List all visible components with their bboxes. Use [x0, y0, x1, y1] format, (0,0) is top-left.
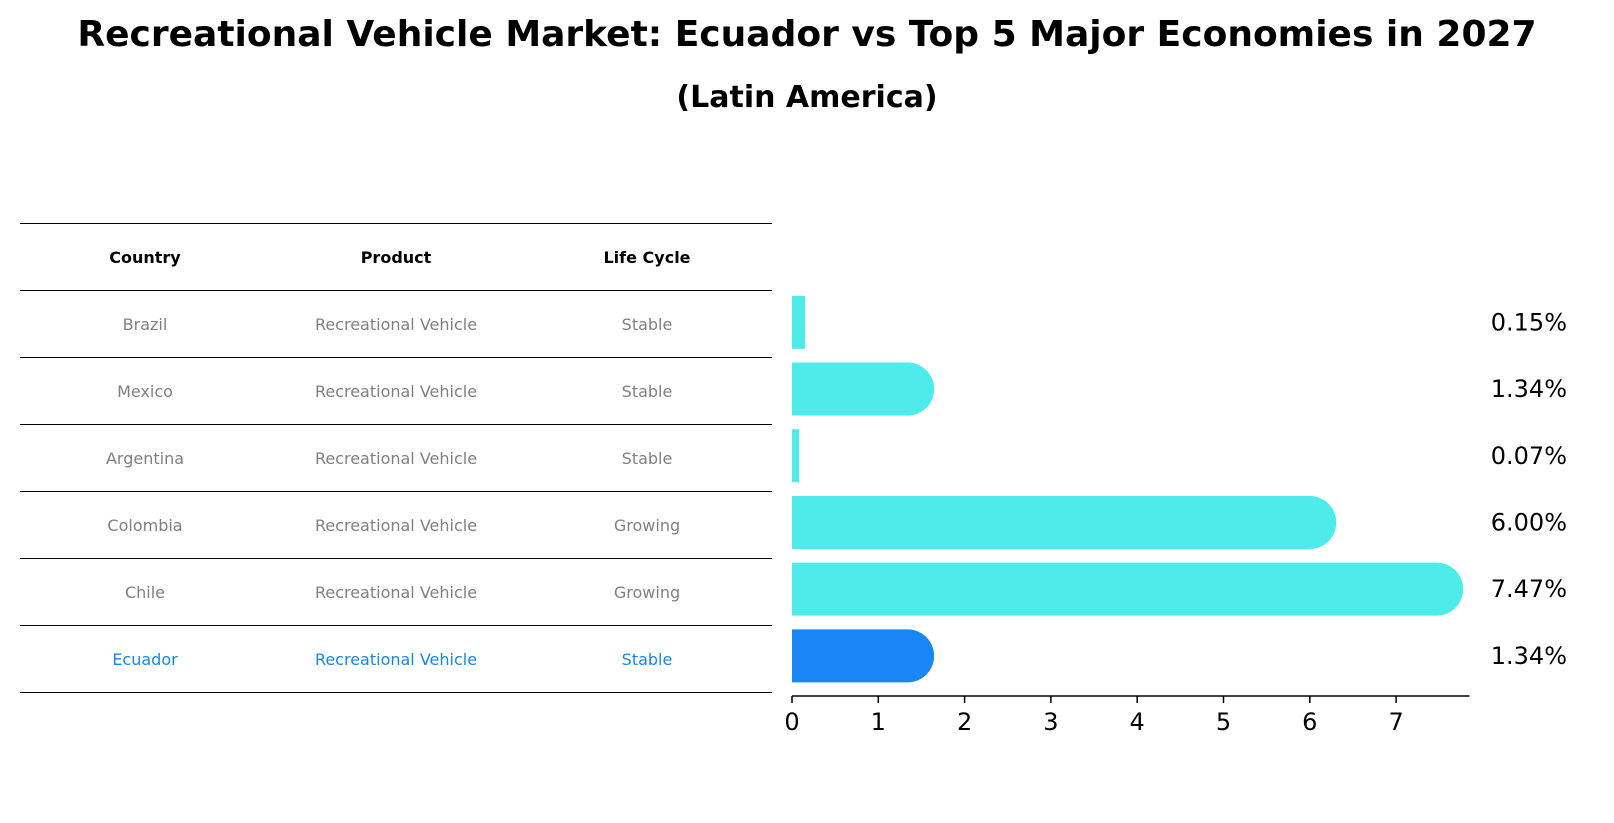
data-label: 1.34%	[1491, 642, 1567, 670]
cell-product: Recreational Vehicle	[270, 357, 522, 425]
x-tick-label: 7	[1388, 708, 1403, 736]
x-tick-label: 0	[784, 708, 799, 736]
table-header-row: Country Product Life Cycle	[20, 223, 772, 291]
cell-product: Recreational Vehicle	[270, 424, 522, 492]
x-tick-label: 1	[871, 708, 886, 736]
header-product: Product	[270, 223, 522, 291]
table-row: Colombia Recreational Vehicle Growing	[20, 491, 772, 559]
cell-country: Mexico	[20, 357, 270, 425]
x-tick-label: 6	[1302, 708, 1317, 736]
table-row: Chile Recreational Vehicle Growing	[20, 558, 772, 626]
bar	[792, 429, 799, 483]
cell-country: Argentina	[20, 424, 270, 492]
x-tick-label: 2	[957, 708, 972, 736]
bars-layer	[792, 295, 1464, 683]
value-labels-layer: 0.15% 1.34% 0.07% 6.00% 7.47% 1.34%	[1491, 308, 1567, 669]
cell-life-cycle: Stable	[522, 290, 772, 358]
cell-life-cycle: Stable	[522, 424, 772, 492]
country-table: Country Product Life Cycle Brazil Recrea…	[20, 223, 772, 693]
x-tick-label: 5	[1216, 708, 1231, 736]
table-row: Brazil Recreational Vehicle Stable	[20, 290, 772, 358]
cell-product: Recreational Vehicle	[270, 491, 522, 559]
x-tick-label: 4	[1130, 708, 1145, 736]
data-label: 6.00%	[1491, 508, 1567, 536]
cell-country: Colombia	[20, 491, 270, 559]
data-label: 0.07%	[1491, 442, 1567, 470]
bar	[792, 362, 935, 416]
bar	[792, 295, 805, 349]
table-row-highlight: Ecuador Recreational Vehicle Stable	[20, 625, 772, 693]
chart-subtitle: (Latin America)	[676, 80, 938, 115]
bar	[792, 562, 1464, 616]
table-row: Argentina Recreational Vehicle Stable	[20, 424, 772, 492]
cell-country: Chile	[20, 558, 270, 626]
cell-country: Brazil	[20, 290, 270, 358]
cell-country: Ecuador	[20, 625, 270, 693]
cell-product: Recreational Vehicle	[270, 625, 522, 693]
data-label: 1.34%	[1491, 375, 1567, 403]
header-country: Country	[20, 223, 270, 291]
cell-life-cycle: Growing	[522, 558, 772, 626]
x-axis: 0 1 2 3 4 5 6 7	[784, 695, 1470, 736]
data-label: 7.47%	[1491, 575, 1567, 603]
header-life-cycle: Life Cycle	[522, 223, 772, 291]
cell-product: Recreational Vehicle	[270, 290, 522, 358]
bar-highlight	[792, 629, 935, 683]
table-row: Mexico Recreational Vehicle Stable	[20, 357, 772, 425]
cell-life-cycle: Growing	[522, 491, 772, 559]
bar	[792, 495, 1337, 549]
x-tick-label: 3	[1043, 708, 1058, 736]
cell-life-cycle: Stable	[522, 357, 772, 425]
chart-title: Recreational Vehicle Market: Ecuador vs …	[77, 14, 1537, 55]
cell-life-cycle: Stable	[522, 625, 772, 693]
data-label: 0.15%	[1491, 308, 1567, 336]
